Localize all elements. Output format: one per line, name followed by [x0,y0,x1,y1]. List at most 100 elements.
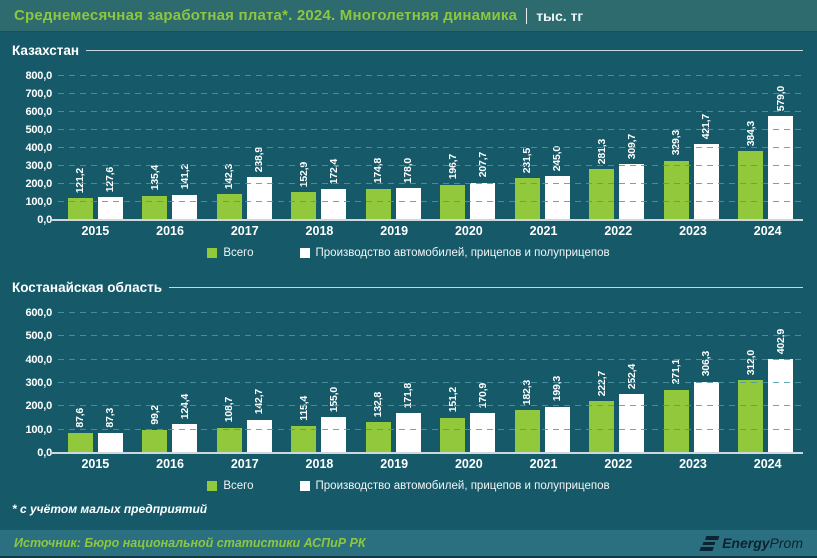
x-tick-label: 2022 [604,456,633,471]
gridline [58,382,803,383]
bar-value-label: 174,8 [372,158,385,184]
bar: 196,7 [440,154,466,220]
chart-title: Казахстан [12,42,80,58]
bar: 142,3 [216,164,242,220]
x-tick-label: 2019 [380,456,409,471]
bar: 271,1 [663,359,689,453]
gridline [58,147,803,148]
chart-title: Костанайская область [12,279,163,295]
y-tick-label: 0,0 [37,214,52,226]
y-tick-label: 600,0 [25,307,52,319]
bar-group: 87,6 87,3 [58,408,133,453]
bar-value-label: 99,2 [148,405,161,425]
bar-group: 121,2 127,6 [58,167,133,220]
gridline [58,358,803,360]
bar-value-label: 171,8 [402,382,415,408]
bar: 99,2 [142,405,168,453]
bar: 199,3 [544,376,570,453]
y-tick-label: 300,0 [25,160,52,172]
bar: 172,4 [321,159,347,220]
x-tick-label: 2024 [753,223,782,238]
bar-group: 222,7 252,4 [580,364,655,453]
y-tick-label: 500,0 [25,330,52,343]
bar-value-label: 142,3 [223,164,236,190]
bar-value-label: 178,0 [402,157,415,183]
footnote: * с учётом малых предприятий [12,502,208,516]
y-tick-label: 200,0 [25,400,52,413]
bar-group: 384,3 579,0 [729,86,804,220]
x-tick-label: 2015 [81,456,110,471]
bar: 252,4 [619,364,645,453]
bar-value-label: 170,9 [476,382,489,409]
bar-value-label: 384,3 [744,120,757,146]
gridline [58,405,803,407]
energyprom-logo-icon [699,535,720,551]
bar-group: 132,8 171,8 [356,383,431,453]
bar: 142,7 [246,389,272,453]
legend-label: Производство автомобилей, прицепов и пол… [315,247,610,259]
x-tick-label: 2021 [529,456,558,471]
energyprom-logo-text: EnergyProm [722,535,803,551]
bar: 174,8 [365,158,391,220]
unit-label: тыс. тг [536,7,584,24]
gridline [58,201,803,202]
x-axis-labels: 2015 2016 2017 2018 2019 2020 2021 2022 2023 2024 [12,220,805,241]
bar-value-label: 142,7 [253,389,266,415]
x-tick-label: 2020 [454,223,483,238]
bar-value-label: 329,3 [670,130,683,156]
bar: 281,3 [589,139,615,220]
bar-chart-kazakhstan: 0,0 100,0 200,0 300,0 400,0 500,0 600,0 700,0 80… [12,60,805,226]
bar-value-label: 312,0 [744,349,757,376]
bar-value-label: 151,2 [446,387,459,413]
legend-swatch [207,481,218,491]
bar: 87,3 [97,408,123,453]
bar-value-label: 222,7 [595,370,608,397]
legend-item: Производство автомобилей, прицепов и пол… [299,247,610,259]
gridline [58,75,803,76]
bar-value-label: 196,7 [446,154,459,180]
y-tick-label: 100,0 [25,423,52,436]
bar-value-label: 579,0 [774,85,787,111]
bar-group: 182,3 199,3 [505,376,580,453]
x-axis-line [50,219,803,221]
bar-value-label: 87,6 [74,407,87,428]
bar: 87,6 [67,408,93,453]
section-head-kostanay: Костанайская область [12,277,805,297]
section-head-kazakhstan: Казахстан [12,40,805,60]
x-tick-label: 2022 [604,223,633,238]
charts-area: Казахстан 0,0 100,0 200,0 300,0 400,0 500,0 60… [0,32,817,530]
legend-label: Всего [223,247,254,259]
bar: 135,4 [142,165,168,220]
bar: 152,9 [291,162,317,220]
bar: 231,5 [514,148,540,220]
bar-value-label: 245,0 [551,145,564,171]
divider-line [86,49,803,51]
bar-value-label: 127,6 [104,166,117,193]
bottom-strip [0,556,817,558]
bar: 384,3 [738,121,764,220]
bar-value-label: 199,3 [551,376,564,402]
gridline [58,93,803,94]
legend-label: Всего [223,480,254,492]
x-tick-label: 2018 [305,223,334,238]
x-tick-label: 2023 [679,456,707,471]
bar-group: 174,8 178,0 [356,158,431,220]
bar-value-label: 135,4 [148,165,161,191]
x-axis-labels: 2015 2016 2017 2018 2019 2020 2021 2022 2023 2024 [12,453,805,474]
bar-value-label: 231,5 [521,148,534,174]
bar-value-label: 306,3 [700,351,713,377]
bar-group: 142,3 238,9 [207,147,282,220]
divider-line [169,286,803,288]
y-tick-label: 400,0 [25,353,52,366]
bar-value-label: 421,7 [700,113,713,140]
legend-item: Производство автомобилей, прицепов и пол… [299,480,610,492]
legend: Всего Производство автомобилей, прицепов … [12,241,805,265]
bar: 141,2 [172,164,198,220]
bar: 151,2 [440,387,466,453]
bar: 132,8 [365,392,391,453]
source-text: Источник: Бюро национальной статистики А… [14,536,366,550]
bar-value-label: 271,1 [670,359,683,385]
bar-group: 152,9 172,4 [282,159,357,220]
page-title: Среднемесячная заработная плата*. 2024. … [14,7,518,24]
gridline [58,165,803,166]
